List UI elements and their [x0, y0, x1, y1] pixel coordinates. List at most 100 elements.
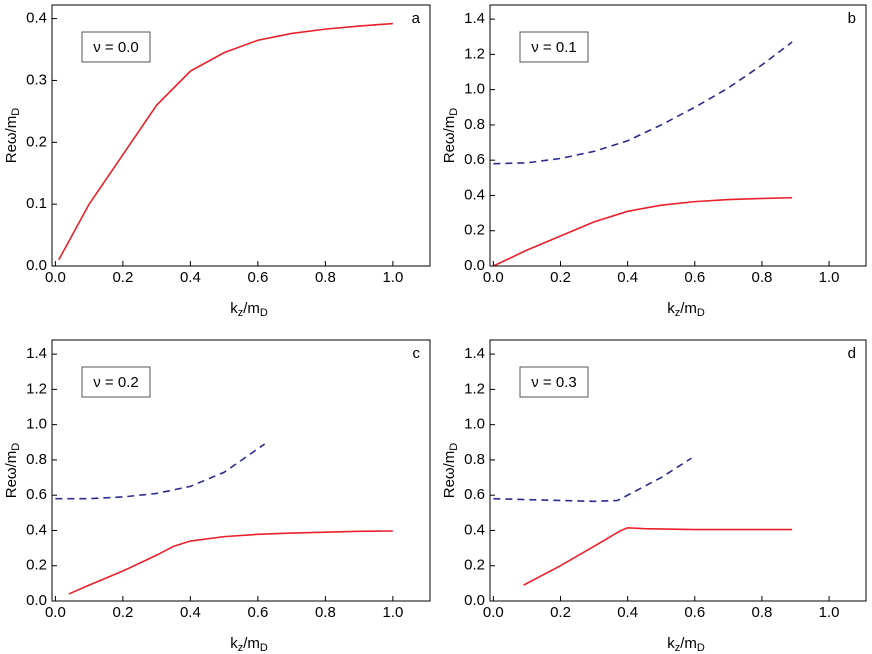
x-tick-label: 0.0 — [483, 269, 504, 286]
y-axis-label: Reω/mD — [441, 108, 460, 164]
annotation-box — [519, 31, 589, 63]
x-tick-label: 0.4 — [617, 269, 638, 286]
x-tick-label: 0.2 — [550, 269, 571, 286]
annotation: ν = 0.1 — [531, 39, 576, 56]
y-tick-label: 1.2 — [464, 45, 485, 62]
x-tick-label: 0.8 — [315, 269, 336, 286]
y-axis-label-part: D — [10, 443, 22, 451]
x-tick-label: 1.0 — [819, 604, 840, 621]
y-axis-label-part: Reω/m — [3, 116, 20, 164]
y-axis-label-part: D — [448, 108, 460, 116]
y-tick-label: 1.0 — [464, 416, 485, 433]
annotation: ν = 0.2 — [93, 374, 138, 391]
x-axis-label-part: /m — [243, 300, 260, 317]
x-axis-label-part: z — [238, 642, 244, 654]
x-axis-label-part: k — [667, 635, 675, 652]
data-line — [493, 41, 793, 165]
x-tick-label: 1.0 — [382, 604, 403, 621]
data-line — [493, 457, 692, 503]
y-tick-label: 0.4 — [464, 186, 485, 203]
x-axis-label-part: k — [667, 300, 675, 317]
x-tick-label: 0.2 — [550, 604, 571, 621]
y-tick-label: 0.2 — [26, 557, 47, 574]
plot-frame — [51, 339, 431, 602]
annotation: ν = 0.0 — [93, 39, 138, 56]
x-axis-label: kz/mD — [667, 635, 705, 654]
x-axis-label-part: D — [260, 307, 268, 319]
panel-label: d — [848, 345, 856, 362]
x-axis-label-part: D — [697, 642, 705, 654]
y-axis-label-part: D — [448, 443, 460, 451]
y-tick-label: 1.4 — [464, 10, 485, 27]
y-tick-label: 1.4 — [26, 345, 47, 362]
x-axis-label-part: k — [230, 635, 238, 652]
x-tick-label: 0.4 — [617, 604, 638, 621]
x-tick-label: 1.0 — [382, 269, 403, 286]
x-tick-label: 0.8 — [751, 269, 772, 286]
x-axis-label-part: z — [675, 307, 681, 319]
data-line — [58, 22, 393, 261]
y-tick-label: 0.0 — [26, 257, 47, 274]
y-axis-label: Reω/mD — [3, 443, 22, 499]
data-line — [55, 443, 266, 500]
y-axis-label: Reω/mD — [441, 443, 460, 499]
y-tick-label: 0.8 — [464, 451, 485, 468]
y-tick-label: 1.0 — [26, 416, 47, 433]
y-tick-label: 0.4 — [26, 10, 47, 27]
x-tick-label: 0.8 — [315, 604, 336, 621]
annotation: ν = 0.3 — [531, 374, 576, 391]
x-tick-label: 0.2 — [112, 269, 133, 286]
annotation-box — [519, 366, 589, 398]
y-tick-label: 1.4 — [464, 345, 485, 362]
y-tick-label: 0.2 — [464, 557, 485, 574]
panel-label: b — [848, 10, 856, 27]
x-tick-label: 0.8 — [751, 604, 772, 621]
y-tick-label: 0.6 — [26, 486, 47, 503]
annotation-box — [81, 366, 151, 398]
data-line — [523, 527, 793, 586]
y-tick-label: 1.2 — [26, 380, 47, 397]
y-tick-label: 0.3 — [26, 71, 47, 88]
x-axis-label-part: z — [675, 642, 681, 654]
x-tick-label: 0.0 — [483, 604, 504, 621]
panel-label: c — [413, 345, 421, 362]
y-tick-label: 0.6 — [464, 151, 485, 168]
y-tick-label: 1.0 — [464, 81, 485, 98]
plot-frame — [51, 4, 431, 267]
plot-frame — [489, 339, 867, 602]
y-axis-label: Reω/mD — [3, 108, 22, 164]
x-tick-label: 0.0 — [45, 269, 66, 286]
x-tick-label: 0.2 — [112, 604, 133, 621]
y-tick-label: 0.8 — [26, 451, 47, 468]
x-tick-label: 0.6 — [684, 604, 705, 621]
y-tick-label: 0.4 — [464, 521, 485, 538]
x-axis-label-part: z — [238, 307, 244, 319]
x-tick-label: 1.0 — [819, 269, 840, 286]
y-tick-label: 0.0 — [26, 592, 47, 609]
y-tick-label: 0.6 — [464, 486, 485, 503]
y-tick-label: 0.2 — [26, 133, 47, 150]
x-tick-label: 0.4 — [180, 604, 201, 621]
data-line — [493, 196, 793, 267]
x-axis-label: kz/mD — [230, 300, 268, 319]
x-axis-label-part: /m — [243, 635, 260, 652]
x-tick-label: 0.0 — [45, 604, 66, 621]
y-axis-label-part: Reω/m — [441, 451, 458, 499]
annotation-box — [81, 31, 151, 63]
y-tick-label: 0.0 — [464, 257, 485, 274]
x-axis-label-part: D — [697, 307, 705, 319]
x-axis-label-part: k — [230, 300, 238, 317]
y-axis-label-part: D — [10, 108, 22, 116]
data-line — [68, 530, 393, 595]
plot-frame — [489, 4, 867, 267]
y-tick-label: 0.8 — [464, 116, 485, 133]
x-axis-label-part: /m — [680, 635, 697, 652]
y-tick-label: 1.2 — [464, 380, 485, 397]
y-axis-label-part: Reω/m — [441, 116, 458, 164]
x-axis-label: kz/mD — [230, 635, 268, 654]
x-axis-label-part: D — [260, 642, 268, 654]
x-tick-label: 0.6 — [684, 269, 705, 286]
x-axis-label-part: /m — [680, 300, 697, 317]
